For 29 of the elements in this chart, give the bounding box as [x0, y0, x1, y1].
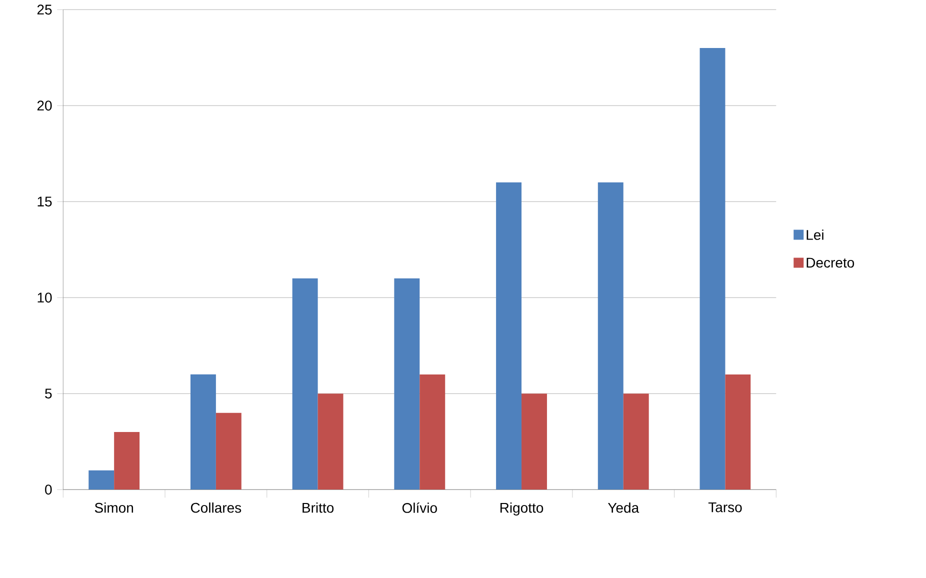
bar — [190, 374, 216, 490]
x-tick-label: Collares — [190, 502, 242, 513]
bar — [598, 182, 624, 490]
y-tick-label: 0 — [45, 484, 52, 495]
x-tick-label: Tarso — [708, 502, 742, 512]
y-tick-label: 15 — [38, 196, 52, 207]
bar — [292, 278, 318, 490]
x-tick-label: Olívio — [402, 502, 437, 513]
y-tick-label: 5 — [45, 388, 52, 399]
y-tick-label: 20 — [37, 100, 52, 111]
y-tick-label: 10 — [38, 292, 52, 303]
x-tick-label: Britto — [302, 502, 334, 513]
bar — [216, 412, 242, 490]
bar — [394, 278, 420, 490]
bar — [623, 394, 649, 490]
bar — [496, 182, 522, 490]
bar — [725, 374, 751, 490]
legend-label: Decreto — [806, 258, 854, 268]
legend-label: Lei — [806, 230, 824, 240]
bar — [700, 48, 726, 490]
y-tick-label: 25 — [37, 4, 52, 15]
x-tick-label: Yeda — [608, 502, 640, 513]
bar — [114, 432, 140, 490]
x-tick-label: Simon — [94, 502, 134, 513]
bar — [420, 374, 446, 490]
x-tick-label: Rigotto — [500, 502, 544, 516]
bar — [318, 394, 344, 490]
bar — [522, 394, 547, 490]
bar — [88, 470, 114, 490]
